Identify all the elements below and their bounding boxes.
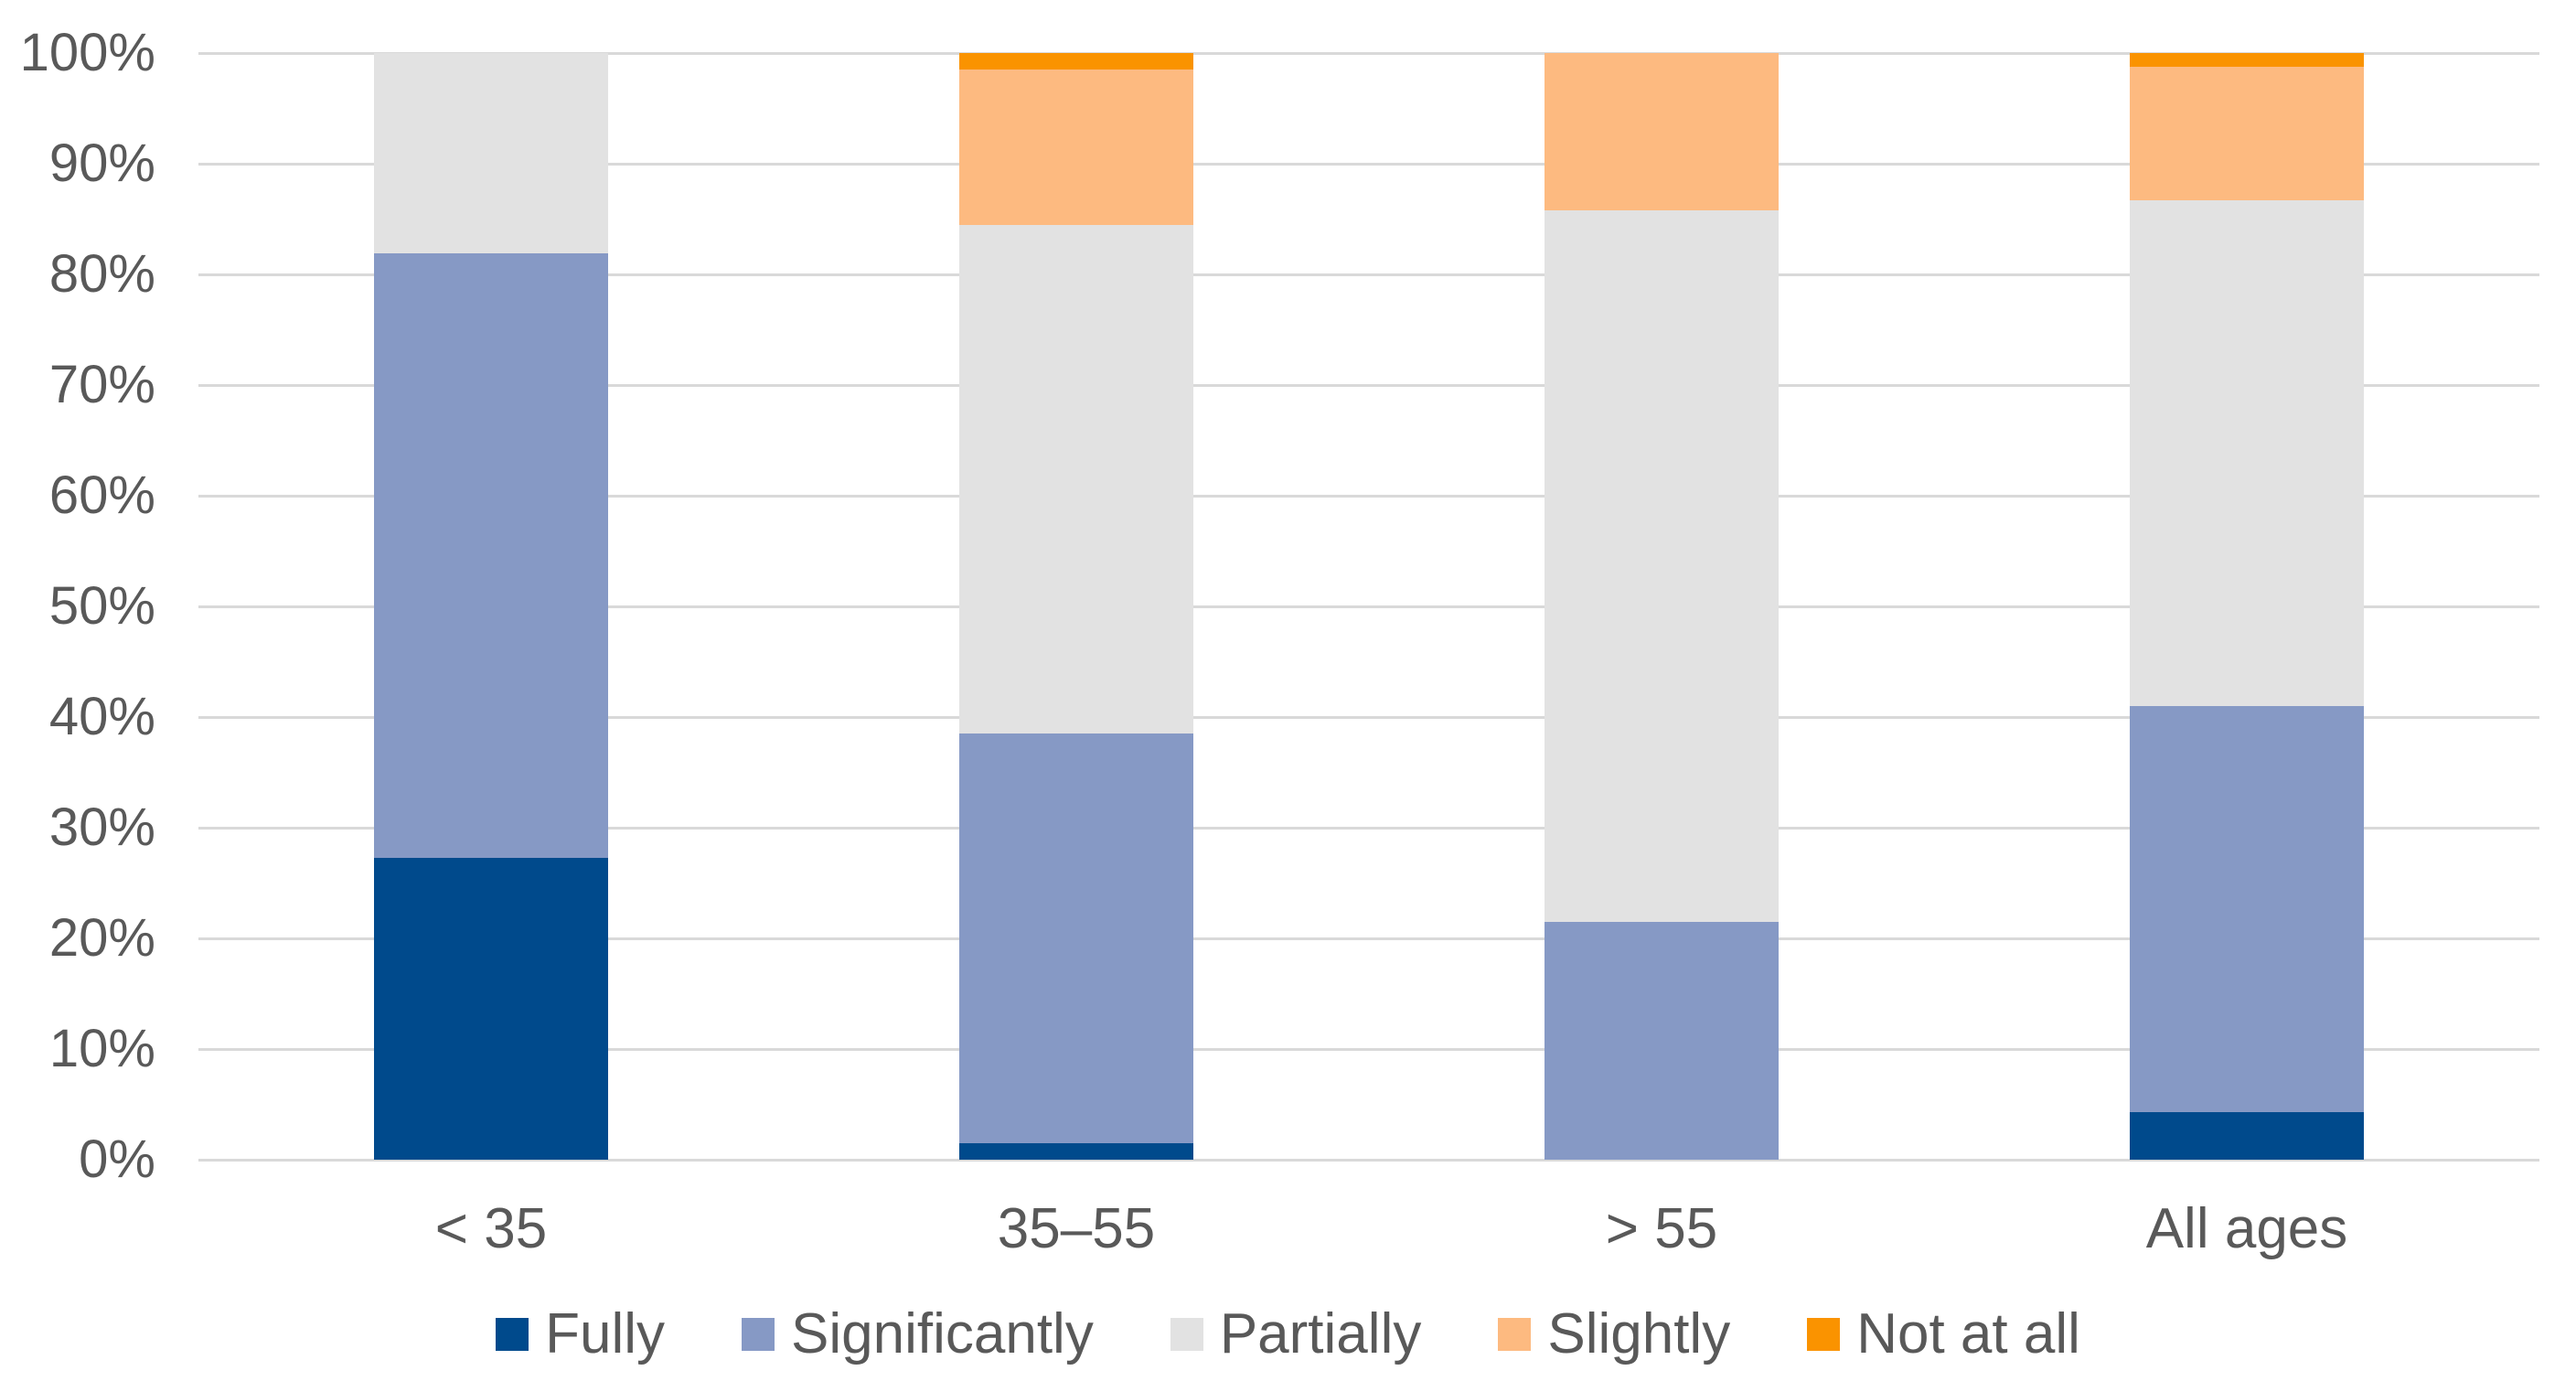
legend-label: Fully <box>545 1302 665 1365</box>
stacked-bar <box>1545 53 1779 1160</box>
legend-label: Significantly <box>791 1302 1094 1365</box>
bar-segment <box>959 53 1193 70</box>
bar-segment <box>959 733 1193 1143</box>
category-slot <box>1369 53 1954 1160</box>
bars-container <box>198 53 2539 1160</box>
legend-item: Slightly <box>1498 1306 1730 1363</box>
gridline <box>198 605 2539 608</box>
legend-label: Slightly <box>1547 1302 1731 1365</box>
gridline <box>198 273 2539 276</box>
y-axis-tick-label: 60% <box>48 466 155 525</box>
x-axis-category-label: > 55 <box>1605 1197 1718 1260</box>
legend-swatch <box>1170 1318 1203 1351</box>
bar-segment <box>959 224 1193 734</box>
bar-segment <box>2130 1111 2364 1160</box>
x-axis: < 35 35–55 > 55 All ages <box>198 1196 2539 1261</box>
gridline <box>198 383 2539 387</box>
y-axis-tick-label: 0% <box>79 1130 155 1189</box>
gridline <box>198 51 2539 55</box>
bar-segment <box>1545 53 1779 210</box>
stacked-bar <box>2130 53 2364 1160</box>
gridline <box>198 1158 2539 1162</box>
bar-segment <box>959 70 1193 225</box>
legend-item: Fully <box>496 1306 665 1363</box>
stacked-bar <box>374 53 608 1160</box>
bar-segment <box>374 253 608 858</box>
y-axis-tick-label: 50% <box>48 576 155 636</box>
category-slot <box>198 53 784 1160</box>
legend: Fully Significantly Partially Slightly Not a… <box>0 1306 2576 1363</box>
gridline <box>198 494 2539 498</box>
bar-segment <box>2130 66 2364 200</box>
bar-segment <box>2130 705 2364 1112</box>
bar-segment <box>1545 209 1779 922</box>
legend-item: Not at all <box>1807 1306 2080 1363</box>
legend-item: Significantly <box>742 1306 1094 1363</box>
gridline <box>198 1047 2539 1051</box>
category-slot <box>784 53 1369 1160</box>
x-axis-category-label: All ages <box>2145 1197 2348 1260</box>
legend-swatch <box>742 1318 775 1351</box>
legend-swatch <box>496 1318 529 1351</box>
legend-item: Partially <box>1170 1302 1422 1365</box>
y-axis: 0% 10% 20% 30% 40% 50% 60% 70% 80% 90% 100% <box>0 25 155 1188</box>
y-axis-tick-label: 10% <box>48 1019 155 1078</box>
y-axis-tick-label: 100% <box>19 23 155 82</box>
bar-segment <box>374 857 608 1160</box>
y-axis-tick-label: 40% <box>48 687 155 746</box>
bar-segment <box>959 1142 1193 1160</box>
bar-segment <box>2130 199 2364 706</box>
gridline <box>198 937 2539 940</box>
legend-swatch <box>1498 1318 1532 1351</box>
category-slot <box>1954 53 2539 1160</box>
y-axis-tick-label: 70% <box>48 355 155 414</box>
legend-label: Not at all <box>1856 1302 2080 1365</box>
legend-swatch <box>1807 1318 1841 1351</box>
gridline <box>198 162 2539 166</box>
bar-segment <box>2130 53 2364 67</box>
x-axis-category-label: < 35 <box>434 1197 548 1260</box>
plot-area <box>198 51 2539 1162</box>
gridline <box>198 826 2539 830</box>
gridline <box>198 715 2539 719</box>
legend-label: Partially <box>1219 1302 1422 1365</box>
y-axis-tick-label: 90% <box>48 134 155 193</box>
x-axis-category-label: 35–55 <box>997 1197 1156 1260</box>
y-axis-tick-label: 20% <box>48 908 155 968</box>
y-axis-tick-label: 80% <box>48 244 155 304</box>
bar-segment <box>374 53 608 254</box>
bar-segment <box>1545 921 1779 1160</box>
stacked-bar <box>959 53 1193 1160</box>
y-axis-tick-label: 30% <box>48 798 155 857</box>
